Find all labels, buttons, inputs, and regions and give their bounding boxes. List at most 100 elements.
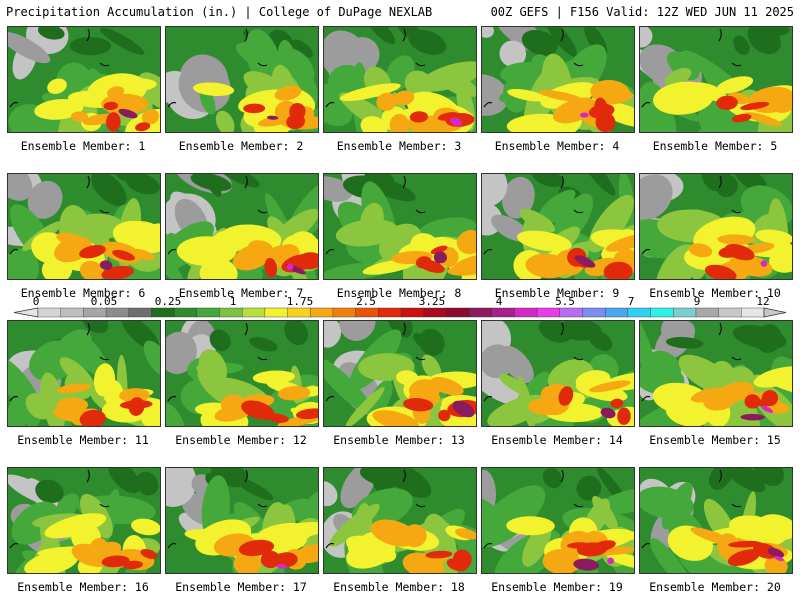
colorbar-swatch: [264, 307, 289, 318]
ensemble-map-panel: [639, 320, 793, 427]
page-title: Precipitation Accumulation (in.) | Colle…: [6, 5, 433, 19]
ensemble-map-panel: [323, 26, 477, 133]
colorbar-tick-label: 5.5: [555, 295, 575, 308]
ensemble-map-panel: [323, 173, 477, 280]
precip-map: [166, 174, 318, 279]
ensemble-member-label: Ensemble Member: 2: [178, 139, 304, 153]
colorbar-swatch: [173, 307, 198, 318]
precip-map: [8, 174, 160, 279]
colorbar-swatch: [718, 307, 743, 318]
colorbar-tick-label: 0: [32, 295, 40, 308]
ensemble-member-label: Ensemble Member: 10: [649, 286, 781, 300]
precip-map: [324, 27, 476, 132]
precip-map: [482, 321, 634, 426]
colorbar-swatch: [83, 307, 107, 318]
precip-map: [166, 468, 318, 573]
colorbar-swatch: [287, 307, 311, 318]
precip-map: [166, 27, 318, 132]
precip-map: [8, 321, 160, 426]
ensemble-member-label: Ensemble Member: 9: [494, 286, 620, 300]
colorbar-swatch: [355, 307, 380, 318]
ensemble-map-panel: [7, 26, 161, 133]
ensemble-map-panel: [639, 173, 793, 280]
colorbar-swatch: [105, 307, 130, 318]
colorbar-swatch: [741, 307, 765, 318]
ensemble-map-panel: [7, 173, 161, 280]
colorbar-swatch: [536, 307, 561, 318]
precip-map: [166, 321, 318, 426]
colorbar-swatch: [673, 307, 697, 318]
precip-map: [482, 468, 634, 573]
colorbar-swatch: [491, 307, 516, 318]
model-run-info: 00Z GEFS | F156 Valid: 12Z WED JUN 11 20…: [490, 5, 794, 19]
ensemble-member-label: Ensemble Member: 20: [649, 580, 781, 594]
colorbar-tick-label: 3.25: [418, 295, 446, 308]
colorbar-swatch: [695, 307, 720, 318]
ensemble-member-label: Ensemble Member: 5: [652, 139, 778, 153]
colorbar-swatch: [241, 307, 266, 318]
colorbar-swatch: [37, 307, 62, 318]
ensemble-map-panel: [639, 467, 793, 574]
colorbar-swatch: [468, 307, 493, 318]
ensemble-member-label: Ensemble Member: 12: [175, 433, 307, 447]
ensemble-map-panel: [481, 173, 635, 280]
colorbar-swatch: [514, 307, 538, 318]
precip-map: [640, 27, 792, 132]
colorbar-tick-label: 0.25: [154, 295, 182, 308]
colorbar-swatch: [400, 307, 425, 318]
ensemble-map-panel: [165, 320, 319, 427]
precip-colorbar: [13, 307, 787, 318]
ensemble-member-label: Ensemble Member: 7: [178, 286, 304, 300]
ensemble-member-label: Ensemble Member: 6: [20, 286, 146, 300]
ensemble-map-panel: [165, 467, 319, 574]
colorbar-swatch: [423, 307, 448, 318]
precip-map: [482, 27, 634, 132]
precip-map: [482, 174, 634, 279]
ensemble-map-panel: [165, 26, 319, 133]
colorbar-swatch: [219, 307, 243, 318]
ensemble-member-label: Ensemble Member: 3: [336, 139, 462, 153]
ensemble-member-label: Ensemble Member: 14: [491, 433, 623, 447]
colorbar-swatch: [446, 307, 470, 318]
ensemble-map-panel: [165, 173, 319, 280]
colorbar-tick-label: 9: [693, 295, 701, 308]
precip-map: [8, 27, 160, 132]
ensemble-map-panel: [7, 467, 161, 574]
colorbar-tick-label: 4: [495, 295, 503, 308]
ensemble-map-panel: [323, 467, 477, 574]
colorbar-swatch: [310, 307, 334, 318]
ensemble-member-label: Ensemble Member: 19: [491, 580, 623, 594]
ensemble-member-label: Ensemble Member: 15: [649, 433, 781, 447]
colorbar-swatch: [60, 307, 85, 318]
colorbar-swatch: [604, 307, 629, 318]
precip-map: [640, 321, 792, 426]
precip-map: [8, 468, 160, 573]
colorbar-right-arrow: [763, 307, 787, 318]
precip-map: [324, 321, 476, 426]
ensemble-map-panel: [323, 320, 477, 427]
ensemble-member-label: Ensemble Member: 8: [336, 286, 462, 300]
colorbar-tick-label: 1: [229, 295, 237, 308]
colorbar-tick-label: 2.5: [356, 295, 376, 308]
colorbar-tick-label: 0.05: [90, 295, 118, 308]
ensemble-member-label: Ensemble Member: 18: [333, 580, 465, 594]
ensemble-member-label: Ensemble Member: 13: [333, 433, 465, 447]
ensemble-map-panel: [481, 26, 635, 133]
ensemble-map-panel: [639, 26, 793, 133]
ensemble-member-label: Ensemble Member: 4: [494, 139, 620, 153]
colorbar-swatch: [582, 307, 606, 318]
ensemble-map-panel: [481, 320, 635, 427]
colorbar-tick-label: 7: [627, 295, 635, 308]
ensemble-member-label: Ensemble Member: 16: [17, 580, 149, 594]
colorbar-swatch: [332, 307, 357, 318]
colorbar-swatch: [627, 307, 652, 318]
colorbar-swatch: [650, 307, 674, 318]
colorbar-swatch: [559, 307, 584, 318]
precip-map: [324, 174, 476, 279]
ensemble-map-panel: [481, 467, 635, 574]
colorbar-swatch: [378, 307, 402, 318]
ensemble-map-panel: [7, 320, 161, 427]
ensemble-member-label: Ensemble Member: 11: [17, 433, 149, 447]
precip-map: [640, 174, 792, 279]
precip-map: [640, 468, 792, 573]
